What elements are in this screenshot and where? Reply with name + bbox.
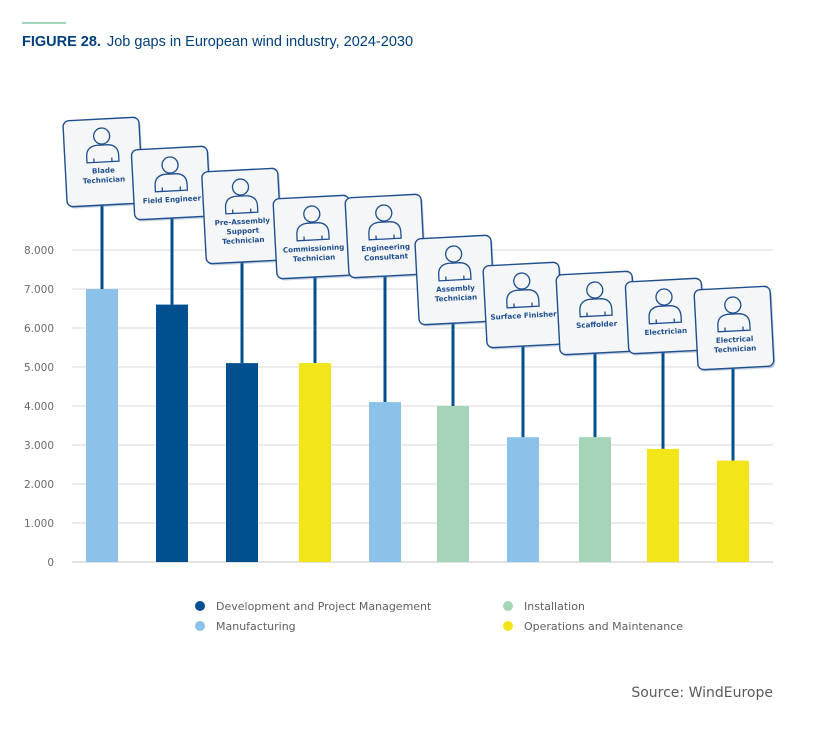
sign-label: Commissioning <box>283 242 345 254</box>
bar <box>369 402 401 562</box>
sign-label: Technician <box>222 235 265 246</box>
sign-board <box>272 194 354 280</box>
sign-label: Technician <box>434 292 477 303</box>
figure-title: FIGURE 28. Job gaps in European wind indu… <box>22 34 413 50</box>
bar <box>226 363 258 562</box>
y-tick-label: 4.000 <box>24 401 54 413</box>
job-sign: Field Engineer <box>130 145 213 222</box>
title-accent-line <box>22 22 66 24</box>
person-icon <box>506 272 540 309</box>
job-sign: Electrician <box>624 277 707 356</box>
bar <box>507 437 539 562</box>
source-note: Source: WindEurope <box>631 685 773 701</box>
y-tick-label: 1.000 <box>24 518 54 530</box>
sign-label: Blade <box>92 165 115 175</box>
job-sign: Surface Finisher <box>482 261 565 350</box>
bar <box>579 437 611 562</box>
sign-label: Consultant <box>364 251 409 262</box>
legend-item-manufacturing: Manufacturing <box>195 616 431 636</box>
legend-label: Development and Project Management <box>216 599 432 613</box>
sign-label: Pre-Assembly <box>214 216 270 228</box>
sign-board <box>555 270 637 356</box>
bar <box>437 406 469 562</box>
legend-item-development: Development and Project Management <box>195 596 431 616</box>
sign-label: Assembly <box>436 283 476 294</box>
sign-label: Technician <box>82 174 125 185</box>
bar <box>86 289 118 562</box>
figure-label: FIGURE 28. <box>22 34 101 50</box>
bar <box>156 304 188 562</box>
legend-label: Installation <box>524 599 585 613</box>
person-icon <box>368 204 402 241</box>
sign-board <box>693 285 775 371</box>
bar <box>647 448 679 562</box>
y-tick-label: 2.000 <box>24 479 54 491</box>
person-icon <box>86 127 120 164</box>
sign-board <box>201 167 283 265</box>
legend-left: Development and Project Management Manuf… <box>195 596 431 636</box>
person-icon <box>579 281 613 318</box>
y-tick-label: 5.000 <box>24 362 54 374</box>
person-icon <box>154 156 189 193</box>
sign-label: Field Engineer <box>142 193 201 205</box>
sign-label: Technician <box>293 252 336 263</box>
figure-title-text: Job gaps in European wind industry, 2024… <box>106 34 414 50</box>
y-axis: 0 1.000 2.000 3.000 4.000 5.000 6.000 7.000 8.00… <box>24 245 54 569</box>
legend-swatch-operations <box>503 621 513 631</box>
sign-label: Technician <box>714 343 757 354</box>
sign-label: Support <box>226 226 259 237</box>
sign-label: Electrical <box>716 334 754 345</box>
legend-label: Manufacturing <box>216 619 296 633</box>
bar <box>717 460 749 562</box>
y-tick-label: 6.000 <box>24 323 54 335</box>
sign-board <box>482 261 564 349</box>
legend-right: Installation Operations and Maintenance <box>503 596 683 636</box>
sign-board <box>344 193 426 279</box>
job-sign: Scaffolder <box>555 270 638 357</box>
sign-label: Surface Finisher <box>490 309 557 321</box>
y-tick-label: 3.000 <box>24 440 54 452</box>
legend-item-operations: Operations and Maintenance <box>503 616 683 636</box>
y-tick-label: 7.000 <box>24 284 54 296</box>
legend-swatch-development <box>195 601 205 611</box>
person-icon <box>648 288 683 325</box>
legend-swatch-manufacturing <box>195 621 205 631</box>
sign-label: Scaffolder <box>576 319 618 330</box>
person-icon <box>296 205 330 242</box>
bar <box>299 363 331 562</box>
person-icon <box>438 245 472 282</box>
legend-swatch-installation <box>503 601 513 611</box>
person-icon <box>717 296 751 333</box>
sign-label: Electrician <box>644 326 687 337</box>
y-tick-label: 0 <box>47 557 54 569</box>
legend-item-installation: Installation <box>503 596 683 616</box>
legend-label: Operations and Maintenance <box>524 619 684 633</box>
bars <box>86 201 749 562</box>
sign-label: Engineering <box>361 242 410 254</box>
person-icon <box>224 178 259 215</box>
y-tick-label: 8.000 <box>24 245 54 257</box>
